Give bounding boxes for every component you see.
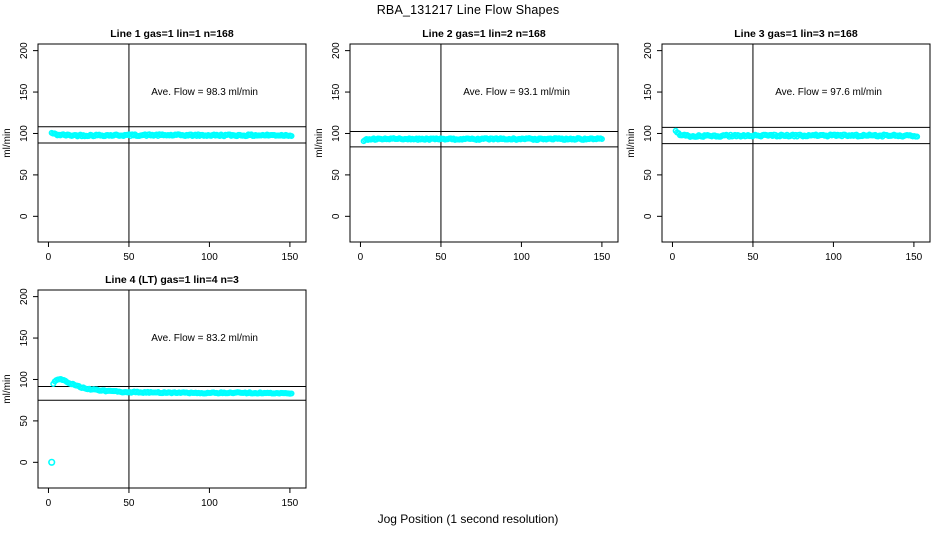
ave-flow-annotation: Ave. Flow = 83.2 ml/min [151,333,258,344]
y-tick-label: 150 [19,83,30,100]
data-points [48,129,295,140]
x-tick-label: 50 [123,498,135,509]
y-tick-label: 100 [19,125,30,142]
panel-title: Line 4 (LT) gas=1 lin=4 n=3 [105,274,239,286]
data-points [360,135,605,145]
plot-svg-4: Line 4 (LT) gas=1 lin=4 n=3 0 50 100 150 200 0… [2,274,307,509]
plot-box [37,289,307,489]
ave-flow-annotation: Ave. Flow = 98.3 ml/min [151,87,258,98]
ave-flow-annotation: Ave. Flow = 97.6 ml/min [775,87,882,98]
x-tick-label: 100 [201,252,218,263]
x-tick-label: 0 [670,252,676,263]
y-tick-label: 100 [331,125,342,142]
y-tick-label: 150 [643,83,654,100]
y-axis-label: ml/min [2,374,13,403]
x-tick-label: 150 [282,252,299,263]
plot-box [349,43,619,243]
panel-title: Line 2 gas=1 lin=2 n=168 [422,28,546,40]
y-tick-label: 50 [643,169,654,181]
x-tick-label: 100 [825,252,842,263]
y-tick-label: 100 [19,371,30,388]
data-point [598,135,605,143]
x-tick-label: 50 [747,252,759,263]
x-tick-label: 150 [906,252,923,263]
y-tick-label: 200 [19,42,30,59]
y-tick-label: 0 [19,459,30,465]
outlier-point [48,458,56,466]
y-tick-label: 150 [331,83,342,100]
plot-svg-1: Line 1 gas=1 lin=1 n=168 0 50 100 150 200 0 50 1… [2,28,307,263]
y-axis-label: ml/min [314,128,325,157]
y-tick-label: 200 [643,42,654,59]
x-tick-label: 0 [46,498,52,509]
y-axis-label: ml/min [626,128,637,157]
plot-box [661,43,931,243]
x-tick-label: 100 [513,252,530,263]
figure-title: RBA_131217 Line Flow Shapes [376,3,560,17]
x-tick-label: 50 [435,252,447,263]
panel-title: Line 3 gas=1 lin=3 n=168 [734,28,858,40]
x-tick-label: 0 [358,252,364,263]
panel-title: Line 1 gas=1 lin=1 n=168 [110,28,234,40]
x-axis-shared-label: Jog Position (1 second resolution) [377,512,559,526]
panel-line-2: Line 2 gas=1 lin=2 n=168 0 50 100 150 200 0 50 1… [312,22,624,270]
y-tick-label: 200 [19,288,30,305]
data-points [672,127,921,140]
y-axis-label: ml/min [2,128,13,157]
y-tick-label: 0 [331,213,342,219]
x-tick-label: 0 [46,252,52,263]
y-tick-label: 200 [331,42,342,59]
x-tick-label: 50 [123,252,135,263]
panel-line-1: Line 1 gas=1 lin=1 n=168 0 50 100 150 200 0 50 1… [0,22,312,270]
y-tick-label: 50 [19,415,30,427]
y-tick-label: 50 [331,169,342,181]
plot-box [37,43,307,243]
y-tick-label: 0 [19,213,30,219]
data-points [48,375,295,466]
ave-flow-annotation: Ave. Flow = 93.1 ml/min [463,87,570,98]
x-tick-label: 150 [282,498,299,509]
x-tick-label: 100 [201,498,218,509]
y-tick-label: 100 [643,125,654,142]
data-point [288,132,295,140]
plot-svg-2: Line 2 gas=1 lin=2 n=168 0 50 100 150 200 0 50 1… [314,28,619,263]
panel-line-4: Line 4 (LT) gas=1 lin=4 n=3 0 50 100 150 200 0… [0,268,312,516]
y-tick-label: 50 [19,169,30,181]
plot-svg-3: Line 3 gas=1 lin=3 n=168 0 50 100 150 200 0 50 1… [626,28,931,263]
data-point [914,133,921,140]
panel-line-3: Line 3 gas=1 lin=3 n=168 0 50 100 150 200 0 50 1… [624,22,936,270]
y-tick-label: 150 [19,329,30,346]
y-tick-label: 0 [643,213,654,219]
data-point [288,390,295,397]
x-tick-label: 150 [594,252,611,263]
